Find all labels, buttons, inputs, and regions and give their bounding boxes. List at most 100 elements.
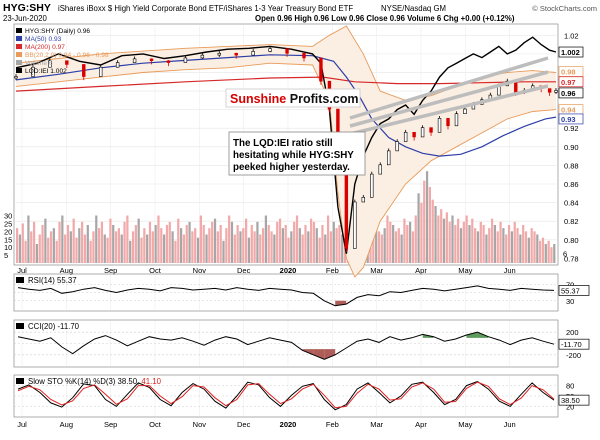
- volume-bar-131: [386, 215, 389, 263]
- price-candle-body-23: [361, 197, 365, 203]
- volume-bar-154: [451, 215, 454, 263]
- volume-bar-171: [499, 221, 502, 263]
- volume-bar-37: [120, 234, 123, 263]
- last-value-box-2: [558, 76, 584, 88]
- month-label-bottom-5: Dec: [237, 420, 251, 429]
- volume-bar-145: [425, 171, 429, 263]
- volume-bar-173: [505, 234, 508, 263]
- month-label-bottom-0: Jul: [17, 420, 27, 429]
- volume-bar-49: [154, 225, 157, 263]
- volume-bar-12: [49, 231, 53, 263]
- volume-bar-84: [253, 231, 256, 263]
- month-label-bottom-6: 2020: [280, 420, 297, 429]
- volume-bar-16: [61, 215, 64, 263]
- price-candle-body-15: [268, 48, 272, 52]
- volume-bar-41: [131, 231, 135, 263]
- rsi-tick-label-0: 30: [566, 297, 574, 306]
- volume-bar-34: [112, 225, 115, 263]
- chart-date: 23-Jun-2020: [3, 14, 47, 23]
- legend-swatch-ma200: [16, 44, 22, 49]
- volume-bar-4: [27, 215, 30, 263]
- volume-bar-90: [270, 231, 273, 263]
- month-label-top-2: Sep: [104, 266, 117, 275]
- volume-bar-21: [75, 237, 78, 263]
- volume-bar-60: [185, 225, 188, 263]
- volume-bar-10: [44, 218, 47, 263]
- volume-bar-59: [182, 234, 186, 263]
- month-label-top-1: Aug: [60, 266, 73, 275]
- volume-bar-142: [417, 193, 420, 263]
- volume-bar-14: [55, 240, 58, 263]
- volume-bar-28: [95, 215, 98, 263]
- annotation-box: [228, 131, 366, 176]
- volume-bar-144: [423, 180, 426, 263]
- channel-line-lower: [349, 84, 549, 136]
- volume-bar-133: [392, 225, 395, 263]
- month-label-bottom-3: Oct: [149, 420, 162, 429]
- price-candle-body-21: [344, 164, 349, 249]
- ma200-line: [15, 76, 556, 92]
- volume-bar-95: [284, 225, 287, 263]
- volume-bar-106: [315, 228, 318, 263]
- oscillator-layer: [14, 283, 558, 411]
- price-candle-body-8: [149, 58, 154, 62]
- volume-bar-9: [41, 225, 44, 263]
- volume-bar-110: [326, 215, 330, 263]
- price-candle-body-22: [353, 201, 357, 249]
- volume-bar-36: [117, 228, 121, 263]
- volume-bar-62: [191, 231, 194, 263]
- month-label-top-9: Apr: [415, 266, 427, 275]
- price-candle-body-35: [463, 108, 467, 114]
- volume-bar-140: [411, 231, 415, 263]
- volume-bar-96: [287, 237, 290, 263]
- cci-last-label: -11.70: [561, 340, 582, 349]
- volume-bar-54: [168, 221, 171, 263]
- price-candle-body-7: [132, 58, 137, 63]
- volume-bar-65: [199, 215, 202, 263]
- volume-bar-147: [431, 199, 434, 263]
- volume-bar-180: [524, 231, 528, 263]
- cci-fill-up-41: [466, 332, 478, 338]
- volume-bar-92: [276, 221, 279, 263]
- volume-bar-148: [434, 206, 437, 263]
- volume-bar-48: [151, 231, 154, 263]
- watermark-box: [225, 88, 361, 108]
- cci-fill-down-28: [324, 349, 336, 360]
- volume-bar-71: [216, 231, 219, 263]
- volume-bar-69: [211, 221, 214, 263]
- last-value-label-4: 0.94: [561, 106, 576, 115]
- legend-label-lqd: LQD:IEI 1.002: [25, 68, 67, 75]
- price-candle-body-14: [251, 51, 255, 56]
- volume-bar-47: [148, 221, 152, 263]
- volume-bar-157: [459, 228, 463, 263]
- volume-bar-15: [58, 221, 61, 263]
- annotation-line-2: hesitating while HYG:SHY: [233, 150, 354, 161]
- volume-bar-153: [448, 221, 451, 263]
- watermark-logo: Sunshine Profits.com: [230, 92, 359, 106]
- legend-swatch-price: [16, 28, 22, 33]
- bollinger-lower-line: [15, 62, 557, 278]
- price-candle-body-1: [31, 66, 35, 77]
- legend-swatch-vol: [16, 60, 22, 65]
- price-candle-body-13: [234, 52, 238, 56]
- price-candle-body-0: [14, 76, 18, 79]
- price-candle-body-10: [183, 57, 188, 63]
- volume-bar-128: [377, 231, 381, 263]
- price-candle-body-18: [319, 57, 323, 82]
- volume-bar-139: [408, 221, 412, 263]
- chart-credit: © StockCharts.com: [532, 4, 597, 13]
- volume-bar-162: [474, 228, 477, 263]
- legend-swatch-bb: [16, 52, 22, 57]
- sto-last-box: [558, 394, 590, 406]
- volume-bar-77: [233, 234, 236, 263]
- month-label-top-11: Jun: [504, 266, 516, 275]
- volume-bar-2: [21, 223, 24, 263]
- volume-bar-174: [507, 225, 511, 263]
- month-label-bottom-11: Jun: [504, 420, 516, 429]
- volume-bar-82: [247, 237, 251, 263]
- channel-line-upper: [349, 56, 549, 120]
- volume-bar-43: [137, 218, 140, 263]
- volume-bar-141: [414, 215, 417, 263]
